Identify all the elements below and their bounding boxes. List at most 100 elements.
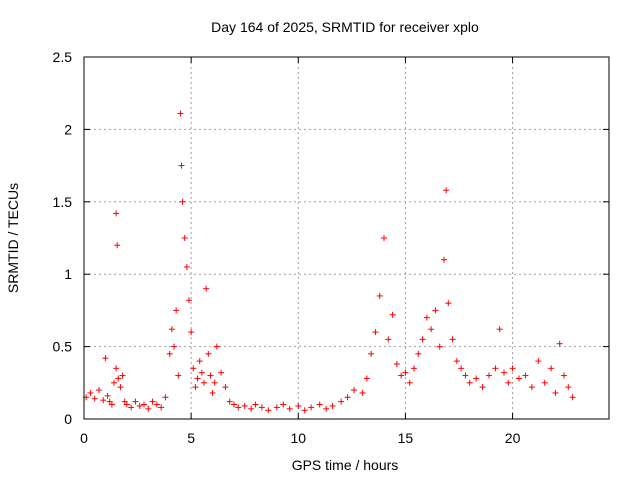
data-point (141, 401, 147, 408)
x-tick-label: 5 (187, 430, 195, 446)
x-tick-label: 0 (80, 430, 88, 446)
data-point (556, 340, 563, 347)
data-point (458, 365, 465, 372)
data-point (203, 285, 210, 292)
data-point (509, 365, 516, 372)
data-point (115, 375, 122, 382)
y-tick-label: 1 (64, 266, 72, 282)
x-tick-label: 10 (290, 430, 306, 446)
data-point (323, 405, 330, 412)
data-point (363, 375, 370, 382)
data-point (136, 402, 143, 409)
y-tick-label: 1.5 (53, 194, 73, 210)
data-point (376, 292, 383, 299)
y-tick-label: 2 (64, 121, 72, 137)
data-point (175, 372, 182, 379)
data-point (166, 350, 173, 357)
data-point (473, 375, 480, 382)
data-point (179, 198, 186, 205)
data-point (286, 405, 293, 412)
data-point (113, 365, 120, 372)
data-point (153, 401, 160, 408)
data-point (535, 358, 542, 365)
data-point (198, 369, 205, 376)
data-point (522, 372, 529, 379)
data-point (201, 379, 207, 386)
data-point (569, 394, 576, 401)
data-point (552, 389, 559, 396)
data-point (402, 369, 409, 376)
data-point (177, 110, 184, 117)
data-point (516, 375, 522, 382)
chart-title: Day 164 of 2025, SRMTID for receiver xpl… (211, 19, 479, 35)
data-point (419, 336, 426, 343)
data-point (528, 384, 535, 391)
data-point (393, 360, 400, 367)
data-point (466, 379, 473, 386)
data-point (222, 384, 229, 391)
data-point (436, 343, 443, 350)
data-point (252, 401, 259, 408)
data-point (492, 365, 499, 372)
x-axis-label: GPS time / hours (292, 457, 399, 473)
data-point (183, 263, 190, 270)
data-point (565, 384, 572, 391)
data-point (173, 307, 180, 314)
data-point (479, 384, 486, 391)
data-point (190, 365, 197, 372)
data-point (226, 398, 233, 405)
data-point (123, 401, 130, 408)
data-point (96, 387, 102, 394)
data-point (213, 343, 220, 350)
data-point (91, 395, 98, 402)
data-point (453, 358, 460, 365)
axis-ticks (83, 56, 609, 420)
data-point (359, 389, 366, 396)
data-point (441, 256, 447, 263)
grid (84, 57, 609, 419)
data-point (211, 379, 218, 386)
data-point (104, 392, 111, 399)
data-point (423, 314, 430, 321)
data-point (385, 336, 392, 343)
data-point (449, 336, 456, 343)
data-point (411, 365, 417, 372)
data-point (248, 405, 255, 412)
data-point (102, 355, 109, 362)
data-point (108, 401, 115, 408)
tick-labels: 0 5 10 15 20 0 0.5 1 1.5 2 2.5 (53, 49, 521, 446)
data-point (171, 343, 177, 350)
data-point (209, 389, 216, 396)
data-point (406, 379, 413, 386)
data-point (149, 398, 156, 405)
data-point (496, 326, 503, 333)
data-point (338, 398, 345, 405)
data-point (265, 407, 272, 414)
data-point (561, 372, 567, 379)
data-point (205, 350, 212, 357)
data-point (186, 297, 192, 304)
data-point (188, 329, 195, 336)
data-point (445, 300, 452, 307)
data-point (158, 404, 165, 411)
data-point (505, 379, 512, 386)
data-point (181, 235, 188, 241)
data-point (432, 307, 439, 314)
data-point (316, 401, 323, 408)
data-point (196, 358, 203, 365)
data-point (389, 311, 396, 318)
data-point (218, 369, 225, 376)
data-point (372, 329, 379, 336)
data-point (301, 407, 308, 414)
data-point (428, 326, 435, 333)
data-point (162, 394, 169, 401)
data-point (207, 372, 214, 379)
data-point (258, 404, 265, 411)
data-point (194, 375, 201, 382)
data-point (344, 394, 351, 401)
data-point (273, 404, 280, 411)
data-point (132, 398, 139, 405)
data-point (295, 402, 302, 409)
data-point (398, 372, 405, 379)
